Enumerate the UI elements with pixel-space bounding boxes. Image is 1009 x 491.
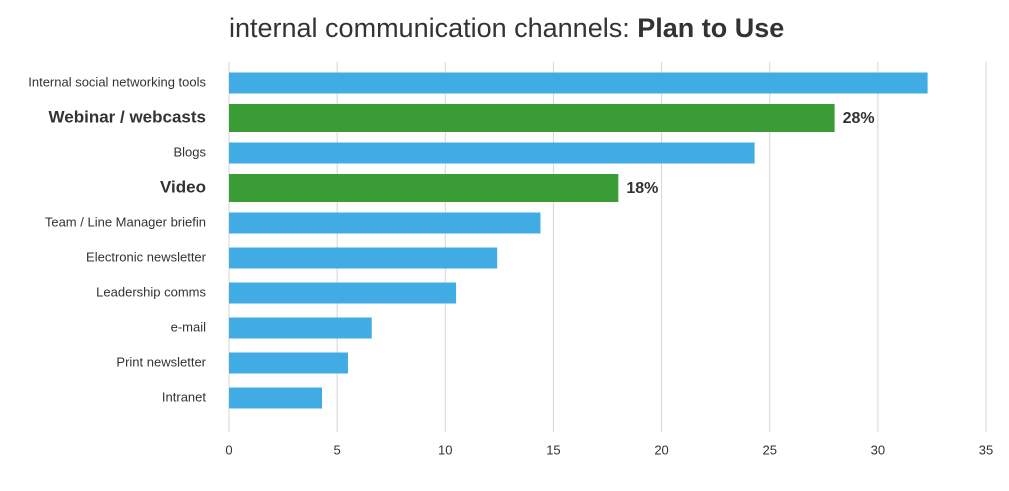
title-main: internal communication channels: <box>229 13 630 43</box>
y-tick-label: Video <box>160 177 206 196</box>
x-tick-label: 35 <box>979 442 993 457</box>
title-emphasis: Plan to Use <box>637 13 784 43</box>
bar <box>229 247 498 269</box>
y-tick-label: Internal social networking tools <box>28 74 206 89</box>
y-tick-label: Webinar / webcasts <box>49 107 206 126</box>
bar <box>229 387 323 409</box>
bar <box>229 212 541 234</box>
x-tick-label: 30 <box>871 442 885 457</box>
bar <box>229 104 835 132</box>
y-tick-label: e-mail <box>171 319 207 334</box>
x-tick-label: 0 <box>225 442 232 457</box>
value-label: 28% <box>843 110 875 127</box>
y-tick-label: Intranet <box>162 389 206 404</box>
x-tick-label: 10 <box>438 442 452 457</box>
bar <box>229 174 619 202</box>
y-tick-label: Blogs <box>173 144 206 159</box>
y-tick-label: Leadership comms <box>96 284 206 299</box>
bar <box>229 72 928 94</box>
x-tick-label: 15 <box>546 442 560 457</box>
y-tick-label: Electronic newsletter <box>86 249 207 264</box>
bar <box>229 317 372 339</box>
x-tick-label: 20 <box>654 442 668 457</box>
bar <box>229 352 348 374</box>
chart-title: internal communication channels: Plan to… <box>229 13 784 43</box>
bar <box>229 282 457 304</box>
value-label: 18% <box>626 180 658 197</box>
x-tick-label: 25 <box>762 442 776 457</box>
bar <box>229 142 755 164</box>
y-tick-label: Team / Line Manager briefin <box>45 214 206 229</box>
y-tick-label: Print newsletter <box>116 354 206 369</box>
x-tick-label: 5 <box>334 442 341 457</box>
